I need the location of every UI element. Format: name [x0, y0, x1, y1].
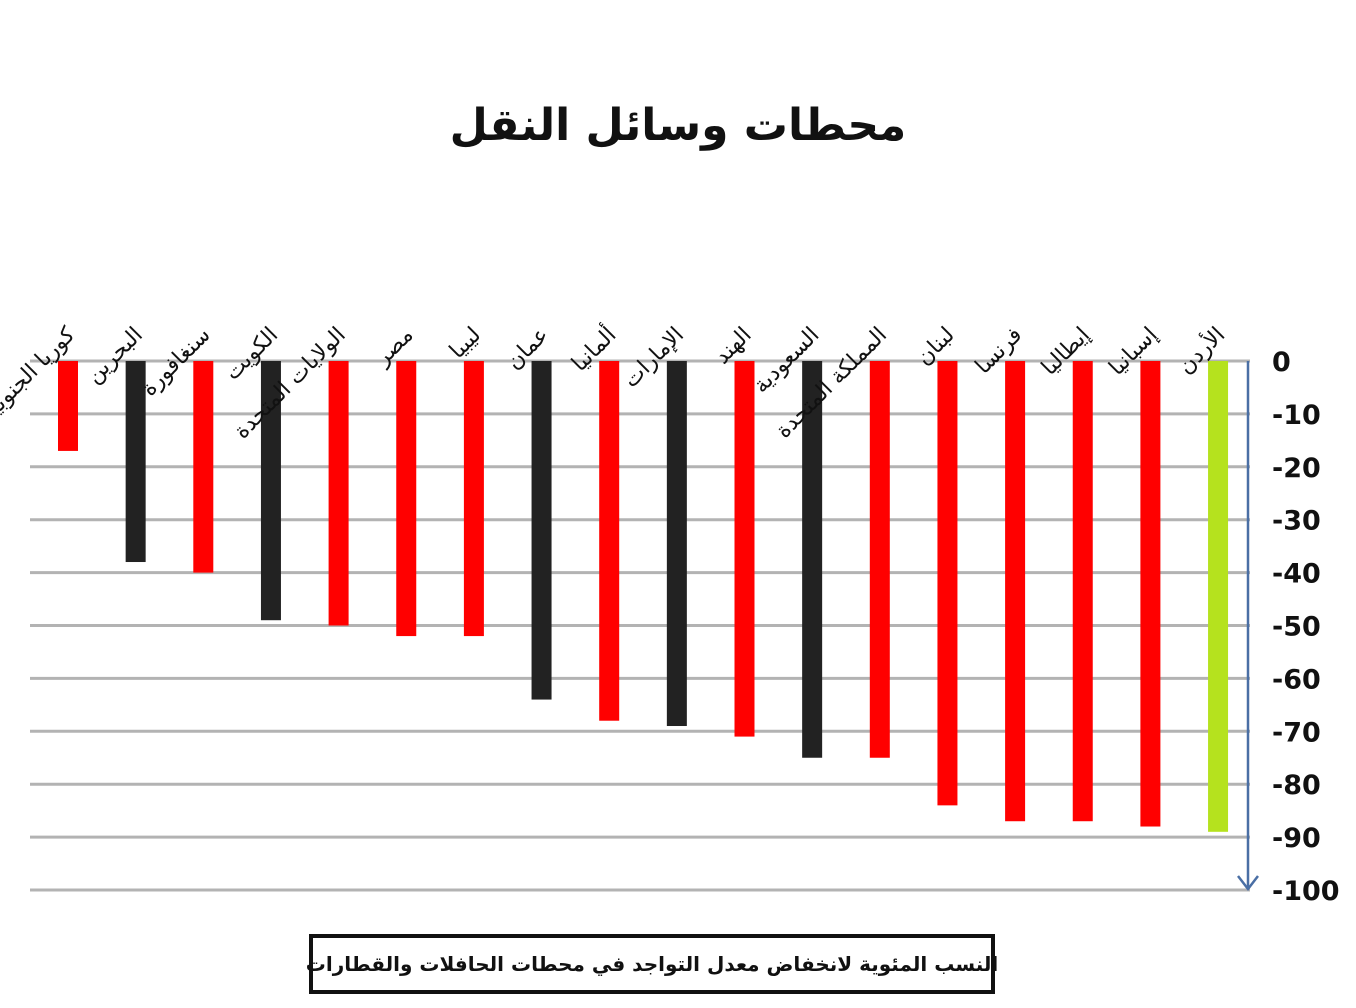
- bar: [599, 361, 619, 721]
- bar: [667, 361, 687, 726]
- y-tick-label: -80: [1272, 770, 1321, 801]
- y-tick-label: -60: [1272, 664, 1321, 695]
- bar: [126, 361, 146, 562]
- y-tick-label: -20: [1272, 453, 1321, 484]
- y-tick-labels: 0 -10 -20 -30 -40 -50 -60 -70 -80 -90 -100: [1272, 347, 1340, 907]
- bar: [464, 361, 484, 636]
- y-tick-label: -10: [1272, 400, 1321, 431]
- bar: [1005, 361, 1025, 821]
- bar: [329, 361, 349, 626]
- y-tick-label: -100: [1272, 876, 1340, 907]
- bar: [532, 361, 552, 700]
- y-tick-label: -50: [1272, 612, 1321, 643]
- y-tick-label: -40: [1272, 559, 1321, 590]
- y-tick-label: -90: [1272, 823, 1321, 854]
- bar: [1208, 361, 1228, 832]
- y-tick-label: -30: [1272, 506, 1321, 537]
- bar: [735, 361, 755, 737]
- caption-box: النسب المئوية لانخفاض معدل التواجد في مح…: [309, 934, 995, 994]
- bar: [1140, 361, 1160, 827]
- bar: [193, 361, 213, 573]
- bar: [870, 361, 890, 758]
- y-tick-label: 0: [1272, 347, 1291, 378]
- bar: [396, 361, 416, 636]
- bar: [58, 361, 78, 451]
- chart-caption: النسب المئوية لانخفاض معدل التواجد في مح…: [306, 952, 999, 976]
- bar: [937, 361, 957, 805]
- bar: [1073, 361, 1093, 821]
- category-label: ليبيا: [445, 323, 486, 364]
- y-tick-label: -70: [1272, 717, 1321, 748]
